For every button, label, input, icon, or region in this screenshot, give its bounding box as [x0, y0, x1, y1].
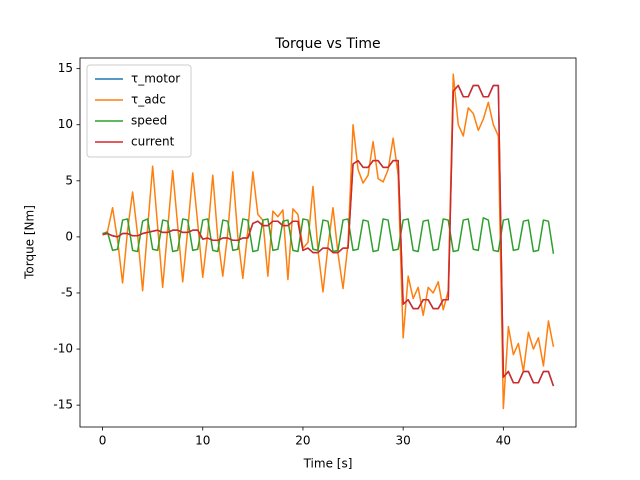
- x-axis-label: Time [s]: [303, 457, 353, 471]
- x-tick-label: 30: [396, 434, 411, 448]
- x-tick-label: 10: [195, 434, 210, 448]
- legend-label: τ_adc: [131, 93, 166, 107]
- legend-label: τ_motor: [131, 72, 180, 86]
- y-tick-label: -10: [53, 342, 73, 356]
- series-line: [102, 73, 555, 410]
- x-tick-label: 40: [496, 434, 511, 448]
- y-tick-label: 0: [65, 229, 73, 243]
- x-tick-label: 0: [99, 434, 107, 448]
- y-tick-label: -15: [53, 398, 73, 412]
- y-tick-label: 10: [58, 117, 73, 131]
- y-axis-label: Torque [Nm]: [23, 205, 37, 280]
- x-tick-label: 20: [295, 434, 310, 448]
- y-tick-label: 15: [58, 61, 73, 75]
- legend-label: speed: [131, 114, 167, 128]
- series-line: [102, 84, 555, 387]
- chart-title: Torque vs Time: [274, 36, 380, 52]
- plot-frame: [79, 57, 577, 428]
- y-tick-label: 5: [65, 173, 73, 187]
- plot-area: [102, 73, 555, 410]
- legend-label: current: [131, 135, 175, 149]
- legend-box: [86, 64, 192, 158]
- y-tick-label: -5: [61, 285, 73, 299]
- series-line: [102, 217, 555, 254]
